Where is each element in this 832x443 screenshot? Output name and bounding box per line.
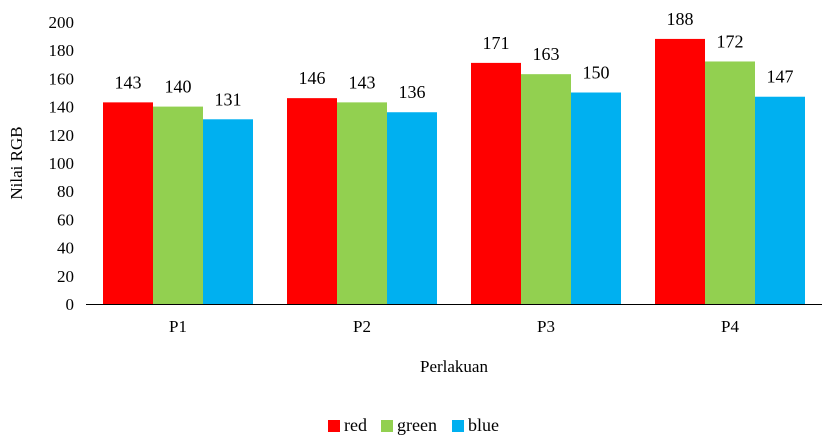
x-tick-label: P2 [353,317,371,336]
legend-swatch-red [328,420,340,432]
bar-red-P1 [103,102,153,305]
bar-blue-P1 [203,119,253,304]
y-tick-label: 200 [49,13,75,32]
y-tick-label: 140 [49,98,75,117]
bar-red-P4 [655,38,705,305]
y-axis-ticks: 0 20 40 60 80 100 120 140 160 180 200 [49,13,75,314]
y-tick-label: 160 [49,69,75,88]
legend-label-blue: blue [468,415,499,435]
x-tick-label: P4 [721,317,739,336]
data-label-green-P2: 143 [349,72,376,92]
x-tick-label: P1 [169,317,187,336]
data-label-blue-P3: 150 [583,63,610,83]
legend-label-red: red [344,415,367,435]
data-label-red-P2: 146 [299,68,326,88]
y-tick-label: 0 [66,295,75,314]
data-label-blue-P2: 136 [399,82,426,102]
x-axis-title: Perlakuan [420,357,488,376]
bar-green-P2 [337,102,387,305]
bar-green-P4 [705,61,755,305]
bar-blue-P4 [755,96,805,304]
legend: red green blue [328,415,499,435]
y-axis-title: Nilai RGB [7,126,26,199]
y-tick-label: 60 [57,210,74,229]
data-label-red-P4: 188 [667,9,694,29]
data-label-green-P1: 140 [165,77,192,97]
y-tick-label: 100 [49,154,75,173]
data-label-red-P1: 143 [115,72,142,92]
x-tick-label: P3 [537,317,555,336]
y-tick-label: 120 [49,126,75,145]
data-label-blue-P1: 131 [215,89,242,109]
bar-green-P3 [521,74,571,304]
data-label-green-P3: 163 [533,44,560,64]
data-label-red-P3: 171 [483,33,510,53]
legend-swatch-green [381,420,393,432]
bar-red-P2 [287,98,337,304]
bars [103,38,805,305]
bar-green-P1 [153,106,203,304]
y-tick-label: 180 [49,41,75,60]
bar-blue-P2 [387,112,437,305]
bar-red-P3 [471,62,521,304]
data-label-green-P4: 172 [717,31,744,51]
legend-swatch-blue [452,420,464,432]
y-tick-label: 20 [57,267,74,286]
bar-blue-P3 [571,92,621,304]
data-labels: 143 140 131 146 143 136 171 163 150 188 172 147 [115,9,794,109]
data-label-blue-P4: 147 [767,67,794,87]
y-tick-label: 40 [57,239,74,258]
x-axis-ticks: P1 P2 P3 P4 [169,317,739,336]
legend-label-green: green [397,415,437,435]
y-tick-label: 80 [57,182,74,201]
